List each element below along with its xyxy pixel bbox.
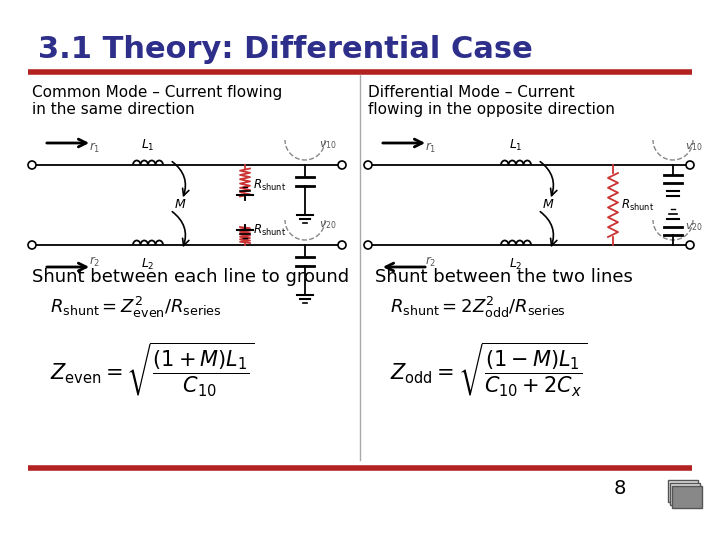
Text: $M$: $M$ <box>174 199 186 212</box>
Text: $L_2$: $L_2$ <box>141 257 155 272</box>
Text: 3.1 Theory: Differential Case: 3.1 Theory: Differential Case <box>38 36 533 64</box>
Circle shape <box>364 241 372 249</box>
Text: $v_{10}$: $v_{10}$ <box>685 141 703 153</box>
Text: Common Mode – Current flowing
in the same direction: Common Mode – Current flowing in the sam… <box>32 85 282 117</box>
Text: $v_{20}$: $v_{20}$ <box>685 221 703 233</box>
FancyBboxPatch shape <box>668 480 698 502</box>
FancyBboxPatch shape <box>670 483 700 505</box>
Text: $r_1$: $r_1$ <box>426 141 436 155</box>
Text: $r_2$: $r_2$ <box>89 255 101 269</box>
Text: $L_1$: $L_1$ <box>141 138 155 153</box>
Text: $Z_{\mathrm{odd}} = \sqrt{\dfrac{(1-M)L_1}{C_{10}+2C_x}}$: $Z_{\mathrm{odd}} = \sqrt{\dfrac{(1-M)L_… <box>390 340 588 398</box>
Text: $Z_{\mathrm{even}} = \sqrt{\dfrac{(1+M)L_1}{C_{10}}}$: $Z_{\mathrm{even}} = \sqrt{\dfrac{(1+M)L… <box>50 340 254 398</box>
Text: $R_{\rm shunt}$: $R_{\rm shunt}$ <box>253 178 286 193</box>
Circle shape <box>686 161 694 169</box>
Text: $R_{\mathrm{shunt}} = 2Z^2_{\mathrm{odd}}/R_{\mathrm{series}}$: $R_{\mathrm{shunt}} = 2Z^2_{\mathrm{odd}… <box>390 295 566 320</box>
Text: Shunt between each line to ground: Shunt between each line to ground <box>32 268 349 286</box>
Circle shape <box>28 241 36 249</box>
FancyBboxPatch shape <box>672 486 702 508</box>
Text: $v_{20}$: $v_{20}$ <box>319 219 337 231</box>
Circle shape <box>686 241 694 249</box>
Text: $R_{\rm shunt}$: $R_{\rm shunt}$ <box>253 222 286 238</box>
Text: $v_{10}$: $v_{10}$ <box>319 139 337 151</box>
Text: $M$: $M$ <box>542 199 554 212</box>
Text: Differential Mode – Current
flowing in the opposite direction: Differential Mode – Current flowing in t… <box>368 85 615 117</box>
Text: $r_2$: $r_2$ <box>426 255 436 269</box>
Text: $r_1$: $r_1$ <box>89 141 101 155</box>
Text: 8: 8 <box>614 478 626 497</box>
Circle shape <box>338 241 346 249</box>
Circle shape <box>338 161 346 169</box>
Circle shape <box>364 161 372 169</box>
Text: $R_{\mathrm{shunt}} = Z^2_{\mathrm{even}}/R_{\mathrm{series}}$: $R_{\mathrm{shunt}} = Z^2_{\mathrm{even}… <box>50 295 222 320</box>
Text: Shunt between the two lines: Shunt between the two lines <box>375 268 633 286</box>
Circle shape <box>28 161 36 169</box>
Text: $L_1$: $L_1$ <box>509 138 523 153</box>
Text: $L_2$: $L_2$ <box>509 257 523 272</box>
Text: $R_{\rm shunt}$: $R_{\rm shunt}$ <box>621 198 654 213</box>
